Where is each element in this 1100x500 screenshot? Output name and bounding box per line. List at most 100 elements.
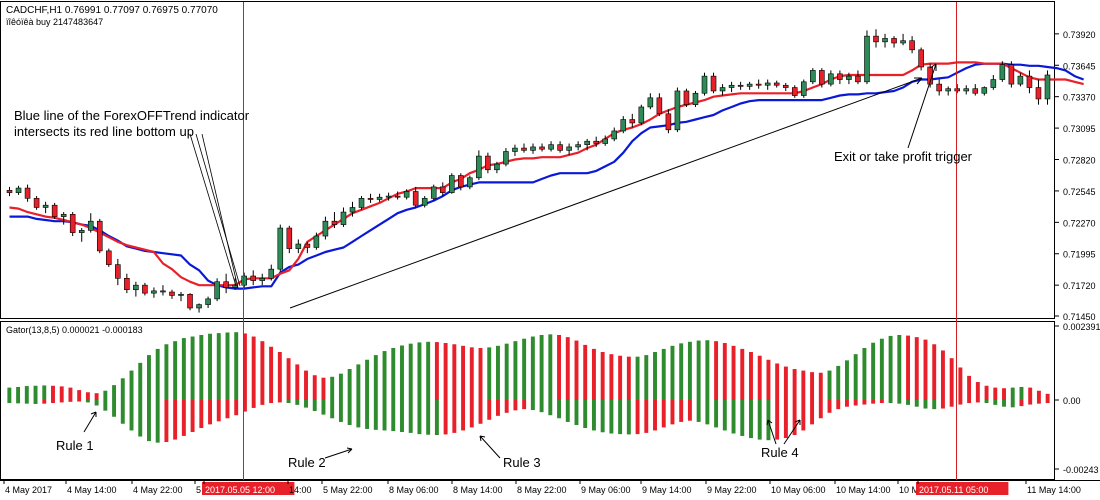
gator-lower-bar	[548, 400, 553, 416]
candle-bear	[286, 227, 293, 249]
candle-bear	[665, 113, 672, 131]
gator-lower-bar	[984, 400, 989, 404]
candle-bull	[530, 146, 536, 151]
gator-lower-bar	[304, 400, 308, 408]
gator-lower-bar	[853, 400, 858, 406]
gator-upper-bar	[792, 369, 797, 400]
gator-lower-bar	[33, 400, 38, 404]
candle-bull	[214, 281, 220, 300]
gator-lower-bar	[958, 400, 963, 405]
gator-upper-bar	[24, 386, 29, 400]
gator-upper-bar	[487, 347, 492, 400]
gator-upper-bar	[312, 375, 317, 400]
candle-bull	[990, 79, 997, 88]
gator-lower-bar	[740, 400, 745, 436]
gator-lower-bar	[975, 400, 980, 403]
candlesticks	[6, 29, 1051, 313]
gator-lower-bar	[356, 400, 361, 428]
gator-lower-bar	[1010, 400, 1015, 408]
gator-upper-bar	[967, 375, 972, 400]
candle-bull	[476, 155, 482, 179]
gator-lower-bar	[260, 400, 265, 405]
candle-bull	[151, 290, 157, 294]
candle-bear	[223, 281, 229, 288]
gator-lower-bar	[583, 400, 588, 429]
gator-upper-bar	[940, 350, 945, 400]
candle-bear	[485, 155, 491, 171]
blue-trend-line	[9, 62, 1084, 290]
time-highlight-box	[916, 482, 1009, 495]
candle-bear	[837, 73, 843, 80]
time-axis-label: 9 May 06:00	[581, 485, 631, 495]
price-axis-label: 0.72545	[1063, 187, 1096, 197]
rule3-label: Rule 3	[503, 455, 541, 470]
gator-axis-label: -0.00243	[1063, 465, 1099, 475]
gator-upper-bar	[321, 377, 326, 400]
gator-lower-bar	[714, 400, 719, 428]
gator-upper-bar	[557, 334, 562, 400]
gator-upper-bar	[670, 345, 675, 400]
gator-lower-bar	[85, 400, 90, 403]
gator-lower-bar	[234, 400, 239, 416]
gator-lower-bar	[269, 400, 274, 404]
gator-lower-bar	[478, 400, 483, 424]
gator-upper-bar	[77, 390, 82, 400]
candle-bull	[701, 75, 708, 94]
candle-bull	[945, 88, 951, 92]
gator-lower-bar	[408, 400, 413, 433]
indicator-header: Gator(13,8,5) 0.000021 -0.000183	[6, 325, 143, 335]
gator-upper-bar	[801, 370, 806, 400]
candle-bull	[196, 304, 202, 309]
gator-upper-bar	[696, 340, 701, 400]
gator-upper-bar	[1019, 386, 1024, 400]
gator-lower-bar	[495, 400, 500, 416]
gator-upper-bar	[844, 360, 849, 400]
gator-upper-bar	[426, 341, 431, 400]
candle-bull	[430, 186, 437, 199]
gator-upper-bar	[295, 364, 300, 400]
trend-arrow-head	[914, 77, 923, 85]
candle-bear	[160, 290, 166, 293]
gator-upper-bar	[871, 342, 876, 400]
gator-upper-bar	[923, 339, 928, 400]
time-axis-label: 10 May 14:00	[836, 485, 891, 495]
order-header: ïîêóïêà buy 2147483647	[6, 17, 103, 27]
gator-upper-bar	[112, 385, 117, 400]
candle-bull	[259, 278, 266, 281]
gator-upper-bar	[478, 347, 483, 400]
gator-upper-bar	[434, 342, 439, 400]
candle-bear	[683, 90, 690, 105]
gator-lower-bar	[242, 400, 247, 412]
candle-bull	[467, 177, 473, 188]
candle-bear	[791, 87, 798, 96]
gator-lower-bar	[461, 400, 466, 431]
gator-lower-bar	[591, 400, 596, 431]
candle-bull	[15, 187, 22, 193]
gator-upper-bar	[1036, 390, 1041, 400]
gator-lower-bar	[426, 400, 431, 435]
price-pane-border	[0, 1, 1055, 319]
gator-lower-bar	[7, 400, 12, 404]
gator-lower-bar	[801, 400, 806, 431]
time-axis-label: 2017.05.11 05:00	[919, 485, 988, 495]
gator-lower-bar	[146, 400, 151, 442]
gator-upper-bar	[504, 343, 509, 400]
gator-lower-bar	[827, 400, 832, 413]
gator-lower-bar	[687, 400, 692, 421]
gator-upper-bar	[984, 385, 989, 400]
gator-lower-bar	[949, 400, 954, 407]
gator-upper-bar	[827, 370, 832, 400]
candle-bear	[737, 84, 744, 87]
candle-bear	[593, 140, 599, 144]
gator-lower-bar	[923, 400, 928, 409]
gator-upper-bar	[120, 378, 125, 400]
gator-upper-bar	[391, 347, 396, 400]
gator-lower-bar	[635, 400, 640, 435]
candle-bear	[1035, 87, 1042, 100]
gator-upper-bar	[330, 376, 335, 400]
gator-lower-bar	[1028, 400, 1033, 405]
gator-lower-bar	[967, 400, 972, 404]
gator-lower-bar	[312, 400, 317, 411]
candle-bear	[169, 291, 175, 296]
gator-lower-bar	[181, 400, 186, 436]
